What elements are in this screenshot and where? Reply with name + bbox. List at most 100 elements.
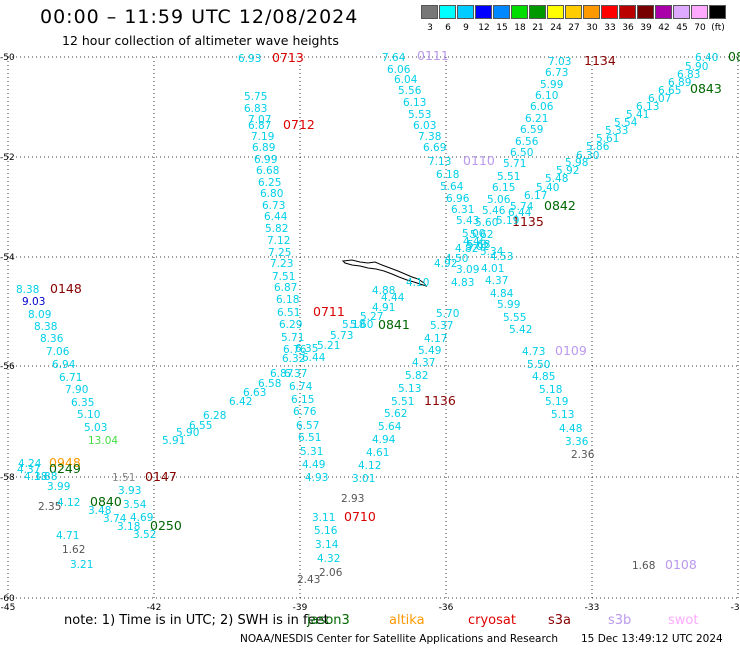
wave-height-value: 4.46 [463, 236, 487, 248]
legend-swatch [565, 5, 582, 19]
wave-height-value: 5.91 [162, 435, 185, 447]
lat-label: -54 [0, 253, 15, 263]
wave-height-value: 7.51 [272, 271, 295, 283]
wave-height-value: 7.90 [65, 384, 88, 396]
legend-label: 30 [586, 23, 598, 33]
pass-time-label: 0148 [50, 281, 82, 296]
pass-time-label: 0710 [344, 509, 376, 524]
wave-height-value: 4.49 [302, 459, 325, 471]
legend-swatch [637, 5, 654, 19]
wave-height-value: 2.35 [38, 501, 61, 513]
pass-time-label: 1135 [512, 214, 544, 229]
legend-label: 12 [478, 23, 490, 33]
wave-height-value: 6.21 [525, 113, 548, 125]
wave-height-value: 5.06 [487, 194, 511, 206]
lon-label: -33 [585, 603, 600, 613]
wave-height-value: 5.86 [586, 141, 610, 153]
wave-height-value: 5.46 [482, 205, 506, 217]
wave-height-value: 6.83 [244, 103, 267, 115]
wave-height-value: 6.37 [284, 368, 307, 380]
legend-label: 21 [532, 23, 544, 33]
legend-label: 36 [622, 23, 634, 33]
wave-height-value: 6.15 [492, 182, 515, 194]
wave-height-value: 5.92 [556, 165, 579, 177]
legend-swatch [709, 5, 726, 19]
wave-height-value: 6.76 [283, 344, 307, 356]
wave-height-value: 5.55 [503, 312, 526, 324]
lon-label: -30 [731, 603, 740, 613]
wave-height-value: 5.41 [626, 109, 649, 121]
wave-height-value: 5.18 [539, 384, 562, 396]
pass-time-label: 0147 [145, 469, 177, 484]
legend-swatch [691, 5, 708, 19]
satellite-s3b: s3b [608, 613, 632, 628]
legend-swatch [457, 5, 474, 19]
lat-label: -56 [0, 362, 15, 372]
wave-height-value: 1.62 [62, 544, 85, 556]
wave-height-value: 7.23 [270, 258, 293, 270]
wave-height-value: 8.09 [28, 309, 51, 321]
wave-height-value: 5.16 [314, 525, 338, 537]
wave-height-value: 6.96 [446, 193, 470, 205]
wave-height-value: 5.31 [300, 446, 323, 458]
legend-swatch [493, 5, 510, 19]
wave-height-value: 5.33 [605, 125, 628, 137]
wave-height-value: 6.18 [276, 294, 299, 306]
pass-time-label: 0841 [378, 317, 410, 332]
wave-height-value: 5.62 [470, 229, 493, 241]
timestamp: 15 Dec 13:49:12 UTC 2024 [581, 633, 723, 645]
legend-label: 6 [445, 23, 451, 33]
wave-height-value: 6.35 [295, 343, 318, 355]
pass-time-label: 0108 [665, 557, 697, 572]
wave-height-value: 5.53 [408, 109, 431, 121]
wave-height-value: 6.71 [59, 372, 82, 384]
wave-height-value: 5.71 [503, 158, 526, 170]
wave-height-value: 3.74 [103, 513, 127, 525]
wave-height-value: 3.88 [34, 471, 57, 483]
wave-height-value: 6.50 [510, 147, 533, 159]
legend-label: 3 [427, 23, 433, 33]
wave-height-value: 3.11 [312, 512, 335, 524]
wave-height-value: 5.42 [509, 324, 532, 336]
wave-height-value: 6.93 [238, 53, 261, 65]
wave-height-value: 4.37 [412, 357, 435, 369]
satellite-swot: swot [668, 613, 699, 628]
wave-height-value: 5.99 [497, 299, 520, 311]
wave-height-value: 5.18 [342, 319, 365, 331]
wave-height-value: 6.18 [436, 169, 459, 181]
wave-height-value: 6.69 [423, 142, 446, 154]
wave-height-value: 6.17 [524, 190, 547, 202]
wave-height-value: 4.84 [490, 288, 514, 300]
legend-label: 39 [640, 23, 652, 33]
wave-height-value: 6.87 [274, 282, 297, 294]
wave-height-value: 5.48 [545, 173, 568, 185]
wave-height-value: 6.35 [71, 397, 94, 409]
wave-height-value: 7.12 [267, 235, 290, 247]
wave-height-value: 5.02 [466, 241, 489, 253]
legend-label: (ft) [711, 23, 725, 33]
wave-height-value: 5.98 [565, 157, 588, 169]
wave-height-value: 6.28 [203, 410, 226, 422]
wave-height-value: 5.60 [475, 217, 498, 229]
wave-height-value: 6.44 [508, 207, 532, 219]
wave-height-value: 5.13 [398, 383, 421, 395]
legend-swatch [529, 5, 546, 19]
wave-height-value: 5.19 [545, 396, 568, 408]
wave-height-value: 5.40 [536, 182, 559, 194]
lat-label: -52 [0, 153, 15, 163]
wave-height-value: 5.50 [527, 359, 550, 371]
wave-height-value: 5.34 [480, 246, 504, 258]
legend-swatch [547, 5, 564, 19]
wave-height-value: 6.44 [302, 352, 326, 364]
wave-height-value: 6.56 [515, 136, 539, 148]
wave-height-value: 3.99 [47, 481, 70, 493]
wave-height-value: 5.54 [614, 117, 638, 129]
wave-height-value: 5.43 [456, 215, 479, 227]
pass-time-label: 1136 [424, 393, 456, 408]
wave-height-value: 5.49 [418, 345, 441, 357]
satellite-key: jason3 altika cryosat s3a s3b swot [0, 613, 740, 631]
wave-height-value: 4.17 [424, 333, 447, 345]
legend-label: 45 [676, 23, 688, 33]
wave-height-value: 6.89 [668, 77, 691, 89]
wave-height-value: 3.48 [88, 505, 111, 517]
